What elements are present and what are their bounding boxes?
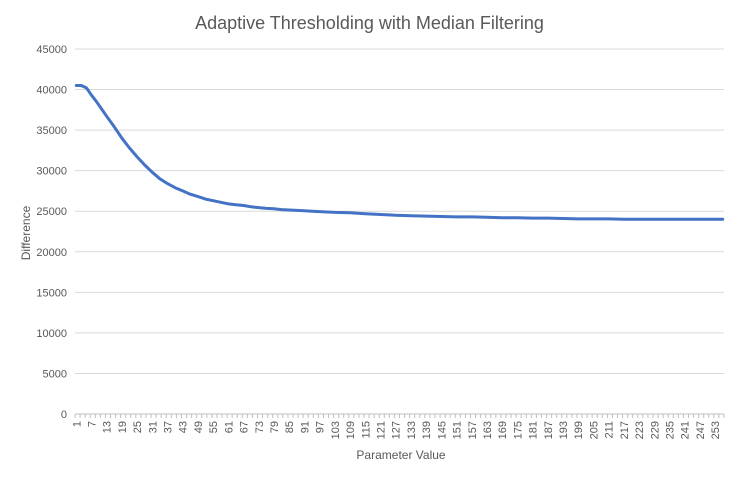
y-tick-label: 30000 [36,166,67,178]
x-tick-label: 121 [375,421,387,439]
x-tick-label: 115 [360,421,372,439]
x-tick-label: 67 [239,421,251,433]
x-tick-label: 49 [193,421,205,433]
x-tick-label: 127 [391,421,403,439]
x-tick-label: 157 [467,421,479,439]
x-tick-label: 229 [649,421,661,439]
x-tick-label: 13 [102,421,114,433]
y-tick-label: 15000 [36,287,67,299]
x-tick-label: 163 [482,421,494,439]
x-axis-ticks: 1 7 13 19 25 31 37 43 49 55 61 67 73 79 85 91 97 103 109 11… [71,414,725,439]
x-tick-label: 1 [71,421,83,427]
y-tick-label: 0 [61,409,67,421]
x-tick-label: 169 [497,421,509,439]
x-tick-label: 253 [710,421,722,439]
y-tick-label: 5000 [43,368,67,380]
x-tick-label: 205 [588,421,600,439]
y-tick-label: 20000 [36,247,67,259]
x-tick-label: 91 [299,421,311,433]
x-tick-label: 217 [619,421,631,439]
series-line [74,84,725,221]
x-tick-label: 85 [284,421,296,433]
y-tick-label: 40000 [36,85,67,97]
x-tick-label: 97 [315,421,327,433]
x-tick-label: 223 [634,421,646,439]
x-tick-label: 61 [223,421,235,433]
x-tick-label: 37 [163,421,175,433]
x-tick-label: 193 [558,421,570,439]
y-axis-label: Difference [19,205,33,260]
x-tick-label: 19 [117,421,129,433]
x-tick-label: 79 [269,421,281,433]
x-tick-label: 31 [147,421,159,433]
x-tick-label: 43 [178,421,190,433]
x-tick-label: 103 [330,421,342,439]
x-tick-label: 145 [436,421,448,439]
x-tick-label: 139 [421,421,433,439]
y-tick-label: 45000 [36,44,67,56]
y-tick-label: 25000 [36,206,67,218]
x-axis-label: Parameter Value [356,448,445,462]
x-tick-label: 151 [452,421,464,439]
y-axis-ticks: 0 5000 10000 15000 20000 25000 30000 35000 40000… [36,44,67,421]
x-tick-label: 73 [254,421,266,433]
x-tick-label: 199 [573,421,585,439]
x-tick-label: 211 [604,421,616,439]
x-tick-label: 181 [528,421,540,439]
x-tick-label: 187 [543,421,555,439]
y-tick-label: 35000 [36,125,67,137]
x-tick-label: 247 [695,421,707,439]
gridlines [75,48,724,415]
x-tick-label: 25 [132,421,144,433]
x-tick-label: 7 [86,421,98,427]
x-tick-label: 235 [664,421,676,439]
y-tick-label: 10000 [36,328,67,340]
series-group [74,84,725,221]
x-tick-label: 175 [512,421,524,439]
x-tick-label: 55 [208,421,220,433]
x-tick-label: 133 [406,421,418,439]
chart-title: Adaptive Thresholding with Median Filter… [195,13,544,33]
x-tick-label: 109 [345,421,357,439]
x-tick-label: 241 [680,421,692,439]
